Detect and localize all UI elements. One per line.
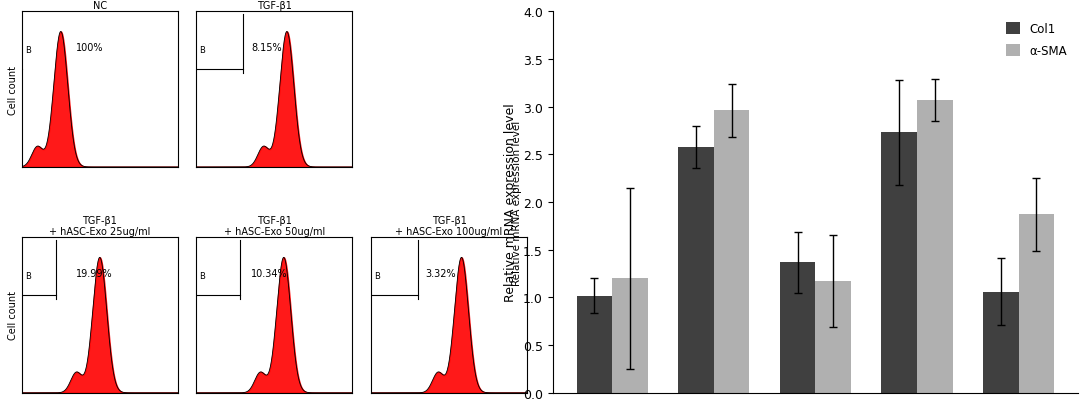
Text: B: B — [25, 272, 30, 281]
Bar — [816, 281, 851, 393]
Title: NC: NC — [93, 1, 107, 11]
Title: TGF-β1
+ hASC-Exo 25ug/ml: TGF-β1 + hASC-Exo 25ug/ml — [49, 215, 150, 237]
Text: B: B — [199, 272, 206, 281]
Legend: Col1, α-SMA: Col1, α-SMA — [1002, 18, 1073, 63]
Text: B: B — [199, 46, 206, 55]
Bar — [780, 262, 816, 393]
Bar — [576, 296, 612, 393]
Bar — [983, 292, 1018, 393]
Title: TGF-β1: TGF-β1 — [257, 1, 292, 11]
Y-axis label: Cell count: Cell count — [8, 65, 17, 114]
Text: 10.34%: 10.34% — [250, 269, 287, 279]
Text: 19.99%: 19.99% — [76, 269, 113, 279]
Y-axis label: Relative mRNA expression level: Relative mRNA expression level — [504, 103, 517, 302]
Bar — [612, 279, 648, 393]
Title: TGF-β1
+ hASC-Exo 100ug/ml: TGF-β1 + hASC-Exo 100ug/ml — [395, 215, 503, 237]
Text: 8.15%: 8.15% — [250, 43, 282, 53]
Bar — [678, 147, 713, 393]
Bar — [1018, 215, 1054, 393]
Text: 100%: 100% — [76, 43, 103, 53]
Text: B: B — [375, 272, 380, 281]
Bar — [713, 111, 749, 393]
Title: TGF-β1
+ hASC-Exo 50ug/ml: TGF-β1 + hASC-Exo 50ug/ml — [223, 215, 325, 237]
Y-axis label: Cell count: Cell count — [8, 291, 17, 340]
Bar — [881, 133, 917, 393]
Bar — [917, 101, 953, 393]
Text: B: B — [25, 46, 30, 55]
Text: Relative mRNA expression level: Relative mRNA expression level — [512, 120, 523, 285]
Text: 3.32%: 3.32% — [426, 269, 456, 279]
